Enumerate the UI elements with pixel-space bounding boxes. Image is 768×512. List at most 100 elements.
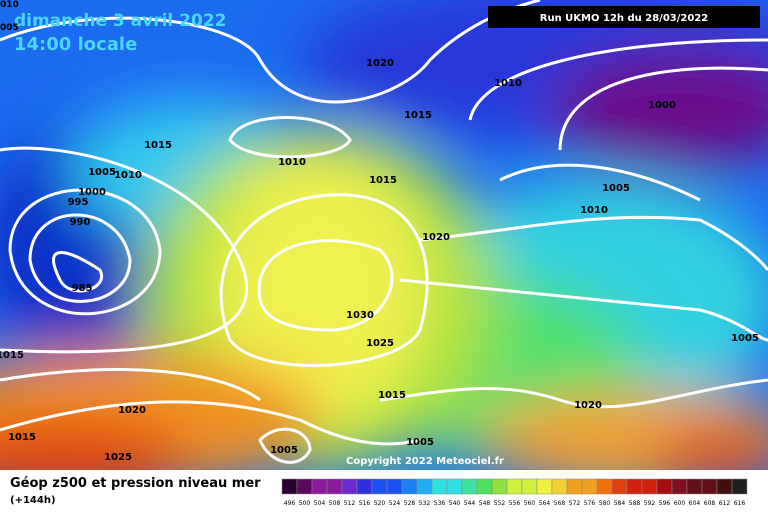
isobar-label: 1005 [270,445,298,456]
isobar-label: 1015 [144,140,172,151]
run-box [488,6,760,28]
colorbar-label: 516 [359,500,371,507]
edge-label: 010 [0,0,19,10]
colorbar-cell [506,478,523,495]
colorbar-cell [491,478,508,495]
isobar-label: 1015 [378,390,406,401]
colorbar-cell [656,478,673,495]
isobar-label: 1025 [366,338,394,349]
colorbar-cell [611,478,628,495]
colorbar-cell [671,478,688,495]
colorbar-label: 608 [704,500,716,507]
colorbar-cell [431,478,448,495]
colorbar-cell [371,478,388,495]
colorbar-label: 580 [599,500,611,507]
colorbar-label: 504 [314,500,326,507]
colorbar-cell [536,478,553,495]
colorbar-label: 600 [674,500,686,507]
colorbar-label: 520 [374,500,386,507]
colorbar-cell [551,478,568,495]
colorbar-label: 596 [659,500,671,507]
colorbar-label: 568 [554,500,566,507]
colorbar-label: 616 [734,500,746,507]
isobar-label: 1015 [0,350,24,361]
colorbar-cell [701,478,718,495]
isobar-label: 1000 [648,100,676,111]
isobar-label: 1020 [118,405,146,416]
isobar-label: 985 [72,283,93,294]
edge-label: 005 [0,23,19,33]
colorbar-cell [686,478,703,495]
colorbar-label: 552 [494,500,506,507]
isobar-label: 1025 [104,452,132,463]
isobar-label: 1005 [731,333,759,344]
isobar-label: 1005 [602,183,630,194]
isobar-label: 1015 [369,175,397,186]
colorbar-label: 544 [464,500,476,507]
colorbar-label: 536 [434,500,446,507]
colorbar-cell [446,478,463,495]
isobar-label: 1010 [114,170,142,181]
colorbar-cell [416,478,433,495]
colorbar-label: 496 [284,500,296,507]
colorbar-cell [641,478,658,495]
colorbar: 496 500 504 508 512 516 520 524 528 532 536 540 544 5… [281,478,748,507]
colorbar-label: 548 [479,500,491,507]
isobar-label: 1000 [78,187,106,198]
lead-time: (+144h) [10,495,56,506]
isobar-label: 1005 [88,167,116,178]
map-time: 14:00 locale [14,34,137,55]
colorbar-label: 524 [389,500,401,507]
field [0,0,768,470]
colorbar-cell [281,478,298,495]
colorbar-cell [521,478,538,495]
caption: Géop z500 et pression niveau mer [10,476,261,491]
colorbar-cell [566,478,583,495]
colorbar-cell [296,478,313,495]
map-date: dimanche 3 avril 2022 [14,11,226,31]
colorbar-cell [341,478,358,495]
colorbar-cell [731,478,748,495]
colorbar-label: 564 [539,500,551,507]
colorbar-cell [326,478,343,495]
colorbar-label: 540 [449,500,461,507]
isobar-label: 1020 [574,400,602,411]
isobar-label: 1020 [366,58,394,69]
isobar-label: 1030 [346,310,374,321]
run-info: Run UKMO 12h du 28/03/2022 [540,13,709,24]
colorbar-label: 500 [299,500,311,507]
colorbar-cell [716,478,733,495]
colorbar-label: 532 [419,500,431,507]
colorbar-cell [401,478,418,495]
colorbar-cell [356,478,373,495]
colorbar-label: 576 [584,500,596,507]
colorbar-cell [461,478,478,495]
colorbar-label: 604 [689,500,701,507]
isobar-label: 1010 [580,205,608,216]
isobar-label: 1010 [494,78,522,89]
colorbar-cell [581,478,598,495]
colorbar-label: 584 [614,500,626,507]
copyright: Copyright 2022 Meteociel.fr [346,456,504,467]
colorbar-label: 560 [524,500,536,507]
colorbar-label: 556 [509,500,521,507]
colorbar-label: 592 [644,500,656,507]
colorbar-label: 528 [404,500,416,507]
colorbar-label: 588 [629,500,641,507]
colorbar-label: 612 [719,500,731,507]
isobar-label: 990 [70,217,91,228]
colorbar-cell [311,478,328,495]
colorbar-cell [596,478,613,495]
isobar-label: 995 [68,197,89,208]
colorbar-cell [386,478,403,495]
isobar-label: 1020 [422,232,450,243]
colorbar-label: 508 [329,500,341,507]
isobar-labels: 1020101010001015101510101005101010009951… [0,58,759,463]
isobar-label: 1005 [406,437,434,448]
isobar-label: 1010 [278,157,306,168]
colorbar-cell [626,478,643,495]
isobar-label: 1015 [8,432,36,443]
colorbar-label: 572 [569,500,581,507]
